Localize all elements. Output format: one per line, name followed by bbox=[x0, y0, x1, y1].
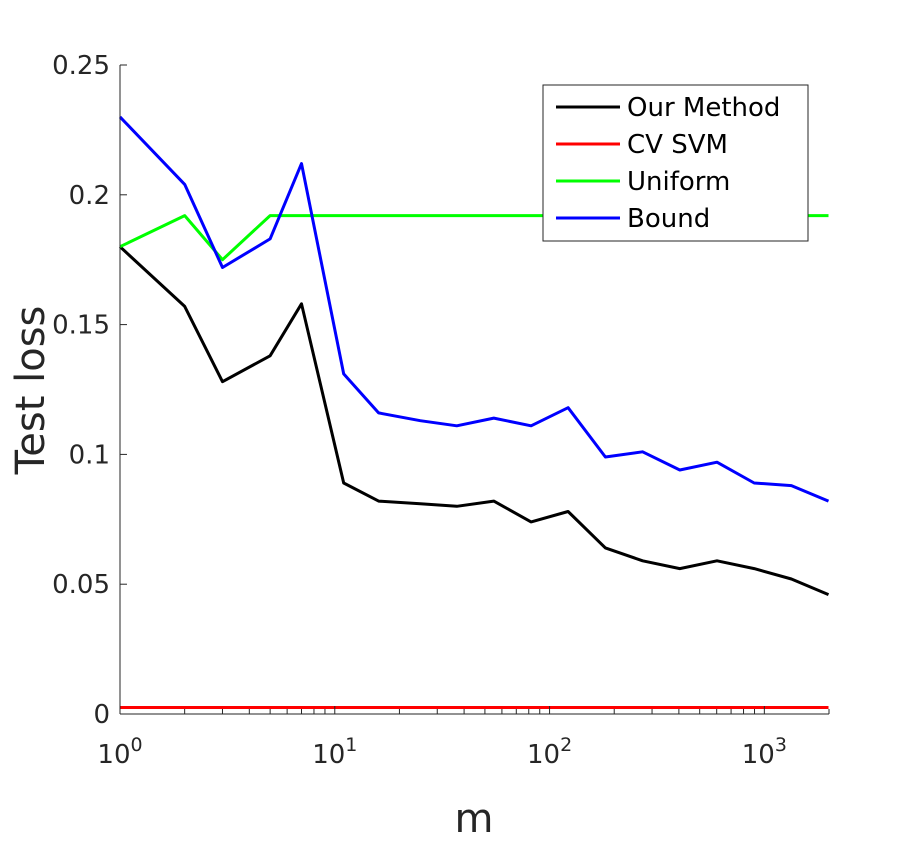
x-axis-label: m bbox=[455, 796, 494, 842]
y-tick-label: 0.1 bbox=[69, 440, 110, 470]
legend-label: Uniform bbox=[627, 167, 730, 197]
x-ticks: 100 101 102 103 bbox=[97, 706, 830, 770]
x-tick-label: 103 bbox=[742, 734, 787, 770]
y-tick-label: 0.05 bbox=[52, 570, 110, 600]
y-tick-label: 0.2 bbox=[69, 181, 110, 211]
legend-label: Bound bbox=[627, 204, 710, 234]
x-tick-label: 101 bbox=[312, 734, 357, 770]
series-line-our-method bbox=[118, 245, 830, 596]
legend-label: Our Method bbox=[627, 93, 780, 123]
y-ticks: 0 0.05 0.1 0.15 0.2 0.25 bbox=[52, 51, 127, 730]
x-tick-label: 100 bbox=[97, 734, 142, 770]
series-line-bound bbox=[118, 115, 830, 503]
legend-items: Our Method CV SVM Uniform Bound bbox=[556, 93, 780, 234]
series-layer bbox=[118, 115, 830, 709]
legend: Our Method CV SVM Uniform Bound bbox=[542, 84, 809, 242]
plot-area: 0 0.05 0.1 0.15 0.2 0.25 100 101 102 103 bbox=[52, 51, 830, 770]
legend-label: CV SVM bbox=[627, 130, 728, 160]
y-tick-label: 0 bbox=[93, 700, 110, 730]
y-axis-label: Test loss bbox=[8, 306, 54, 476]
legend-box bbox=[542, 84, 809, 242]
y-tick-label: 0.25 bbox=[52, 51, 110, 81]
x-tick-label: 102 bbox=[527, 734, 572, 770]
y-tick-label: 0.15 bbox=[52, 311, 110, 341]
